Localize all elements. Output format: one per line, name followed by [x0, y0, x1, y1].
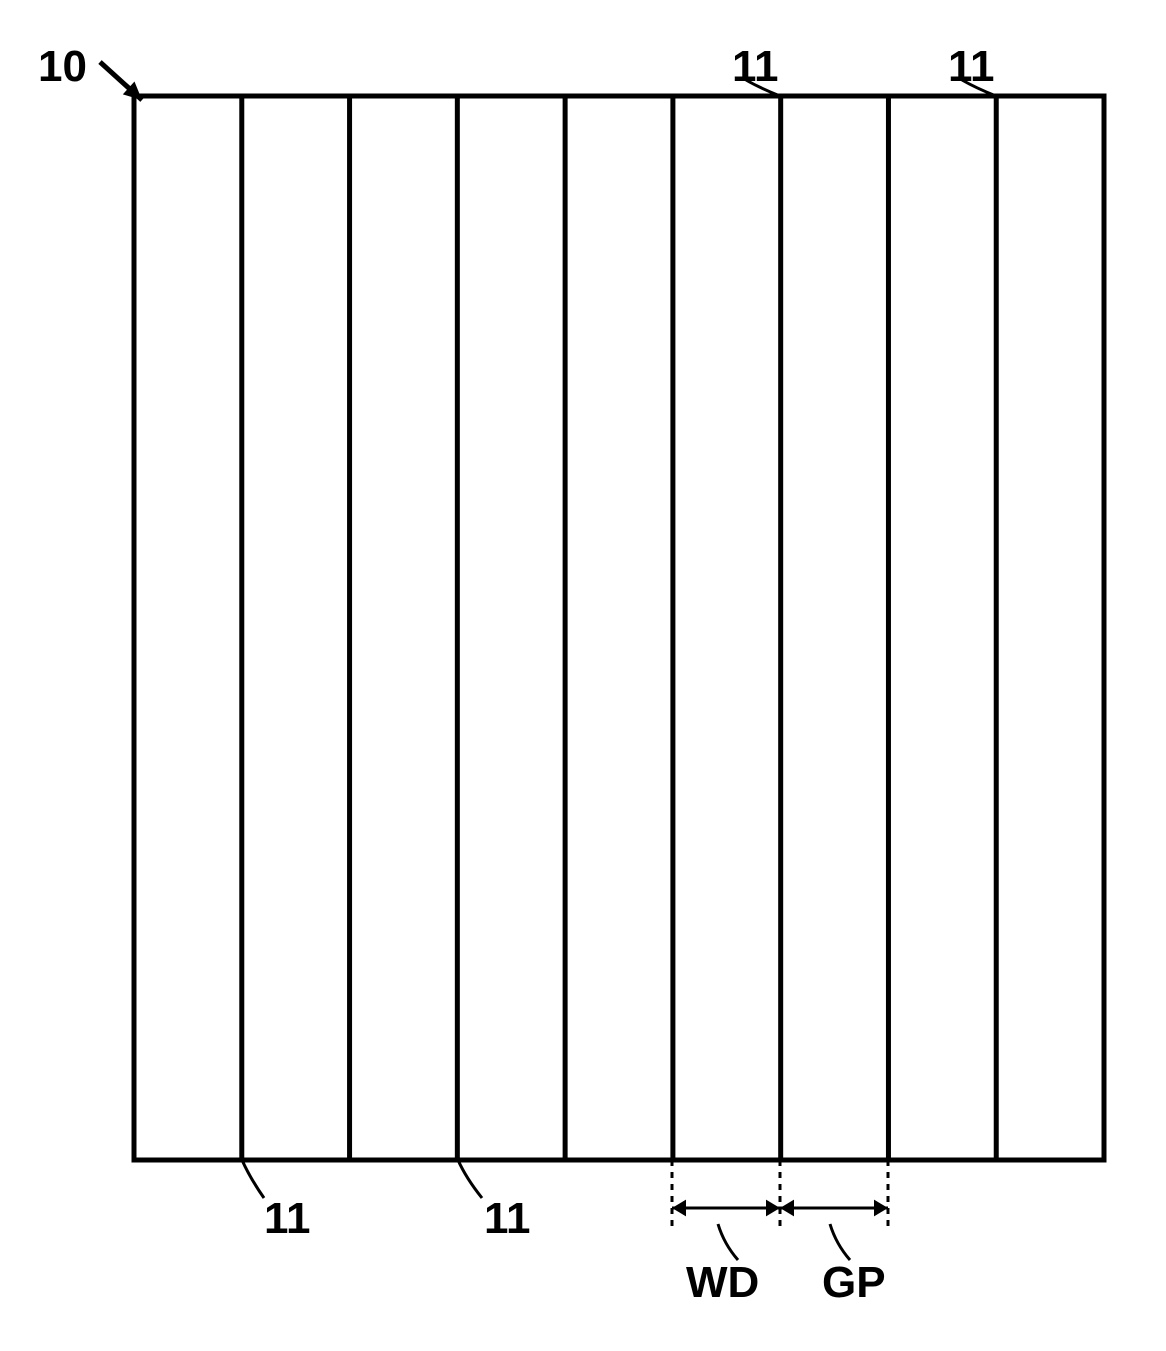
diagram-svg — [0, 0, 1166, 1346]
label-stripe-top-2: 11 — [948, 42, 995, 92]
label-stripe-top-1: 11 — [732, 42, 779, 92]
label-gp: GP — [822, 1258, 886, 1308]
label-stripe-bottom-1: 11 — [264, 1194, 311, 1244]
diagram-container: 10 11 11 11 11 WD GP — [0, 0, 1166, 1346]
label-stripe-bottom-2: 11 — [484, 1194, 531, 1244]
label-wd: WD — [686, 1258, 759, 1308]
label-main: 10 — [38, 42, 87, 92]
